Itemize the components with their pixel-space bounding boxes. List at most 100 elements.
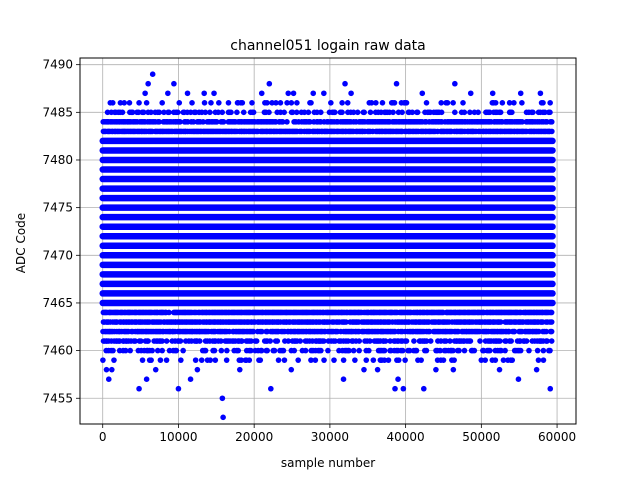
data-point: [200, 119, 206, 125]
data-point: [427, 338, 434, 344]
data-point: [523, 338, 530, 344]
data-point: [509, 109, 515, 116]
data-point: [218, 347, 225, 354]
data-point: [534, 347, 541, 354]
data-point: [156, 119, 162, 125]
data-point: [461, 109, 468, 116]
data-point: [235, 347, 242, 354]
data-point: [418, 357, 424, 363]
data-point: [395, 376, 401, 383]
data-point: [111, 357, 117, 363]
data-point: [399, 109, 405, 116]
data-point: [526, 347, 532, 354]
data-point: [121, 99, 128, 106]
data-point: [511, 328, 518, 335]
data-point: [291, 347, 298, 354]
data-point: [180, 347, 186, 354]
x-axis-label: sample number: [281, 456, 375, 470]
x-tick-label: 60000: [538, 430, 576, 444]
data-point: [166, 309, 172, 316]
data-point: [409, 109, 416, 116]
data-point: [345, 338, 351, 344]
data-point: [127, 347, 133, 354]
data-point: [519, 99, 525, 106]
data-point: [438, 109, 445, 116]
x-tick-label: 10000: [159, 430, 197, 444]
data-point: [342, 80, 348, 87]
data-point: [548, 338, 555, 344]
data-point: [202, 109, 209, 116]
data-point: [350, 109, 357, 116]
y-tick-label: 7490: [42, 58, 73, 72]
data-point: [280, 347, 287, 354]
data-point: [533, 366, 540, 373]
data-point: [207, 357, 214, 363]
y-tick-label: 7455: [42, 391, 73, 405]
data-point: [399, 347, 406, 354]
data-point: [390, 109, 396, 116]
data-point: [340, 357, 347, 363]
y-tick-label: 7460: [42, 344, 73, 358]
data-point: [363, 357, 370, 363]
data-point: [159, 347, 165, 354]
data-point: [487, 347, 493, 354]
data-point: [220, 414, 226, 421]
data-point: [478, 357, 485, 363]
data-point: [189, 99, 195, 106]
data-point: [149, 347, 155, 354]
data-point: [105, 376, 112, 383]
data-point: [356, 338, 363, 344]
data-point: [426, 328, 433, 335]
data-point: [290, 90, 297, 97]
data-point: [107, 99, 114, 106]
data-point: [517, 347, 524, 354]
data-point: [219, 109, 226, 116]
data-point: [444, 99, 451, 106]
data-point: [321, 90, 327, 97]
data-point: [214, 119, 220, 125]
data-point: [312, 357, 319, 363]
data-point: [297, 338, 304, 344]
data-point: [385, 357, 392, 363]
data-point: [148, 109, 154, 116]
data-point: [402, 357, 408, 363]
data-point: [190, 119, 197, 125]
data-point: [502, 347, 508, 354]
data-point: [274, 338, 281, 344]
data-point: [373, 99, 379, 106]
x-ticks: 0 10000 20000 30000 40000 50000 60000: [99, 424, 576, 444]
data-point: [530, 109, 536, 116]
data-point: [166, 109, 172, 116]
data-point: [535, 357, 542, 363]
data-point: [321, 357, 327, 363]
data-point: [177, 119, 183, 125]
data-point: [308, 357, 314, 363]
data-point: [215, 109, 222, 116]
data-point: [268, 385, 274, 392]
data-point: [497, 338, 503, 344]
data-point: [452, 109, 458, 116]
data-point: [548, 328, 555, 335]
data-point: [117, 99, 124, 106]
data-point: [223, 357, 230, 363]
data-point: [452, 80, 458, 87]
data-point: [450, 366, 457, 373]
data-point: [537, 90, 544, 97]
data-point: [305, 109, 312, 116]
data-point: [163, 338, 170, 344]
y-tick-label: 7475: [42, 201, 73, 215]
data-point: [419, 90, 426, 97]
data-point: [328, 99, 334, 106]
data-point: [178, 357, 184, 363]
data-point: [110, 347, 116, 354]
data-point: [447, 338, 453, 344]
data-point: [354, 109, 361, 116]
data-point: [356, 347, 362, 354]
data-point: [420, 385, 427, 392]
data-point: [440, 357, 447, 363]
data-point: [234, 99, 241, 106]
data-point: [248, 347, 254, 354]
data-point: [148, 357, 154, 363]
data-point: [352, 357, 358, 363]
data-point: [346, 347, 352, 354]
